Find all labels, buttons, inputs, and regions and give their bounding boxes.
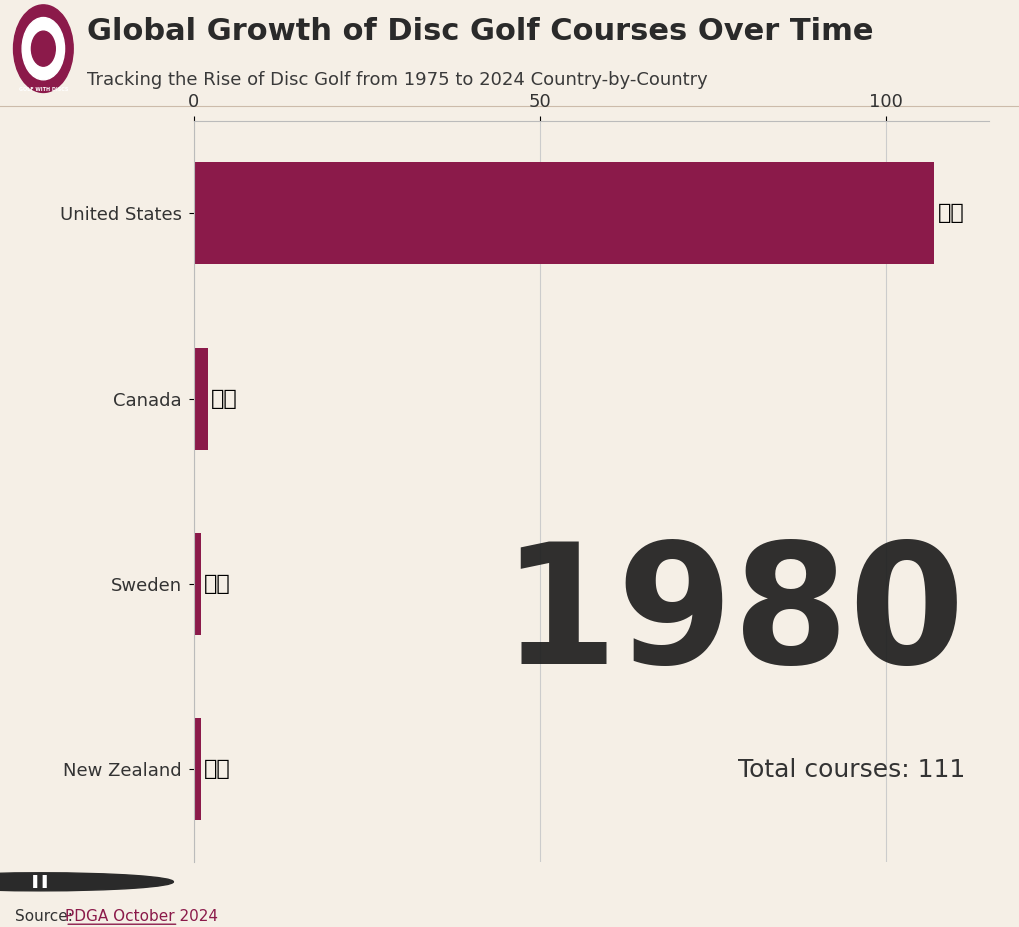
Text: GOLF WITH DISCS: GOLF WITH DISCS (18, 87, 68, 92)
Bar (194, 162, 933, 264)
Circle shape (32, 32, 55, 66)
Text: 🇸🇪: 🇸🇪 (204, 574, 230, 594)
Text: 🇳🇿: 🇳🇿 (204, 759, 230, 780)
Text: PDGA October 2024: PDGA October 2024 (65, 909, 218, 924)
Text: 1980: 1980 (501, 536, 965, 699)
Bar (194, 718, 201, 820)
Text: 🇨🇦: 🇨🇦 (211, 388, 237, 409)
Text: Pause: Pause (76, 873, 125, 891)
Text: Global Growth of Disc Golf Courses Over Time: Global Growth of Disc Golf Courses Over … (87, 17, 872, 45)
Text: Total courses: 111: Total courses: 111 (738, 758, 965, 782)
Text: ❚❚: ❚❚ (31, 875, 51, 888)
Circle shape (22, 18, 64, 80)
Bar (194, 348, 208, 450)
Circle shape (0, 873, 173, 891)
Text: 🇺🇸: 🇺🇸 (936, 203, 963, 223)
Text: Source:: Source: (15, 909, 78, 924)
Text: Tracking the Rise of Disc Golf from 1975 to 2024 Country-by-Country: Tracking the Rise of Disc Golf from 1975… (87, 71, 707, 89)
Circle shape (13, 5, 73, 93)
Bar (194, 533, 201, 635)
